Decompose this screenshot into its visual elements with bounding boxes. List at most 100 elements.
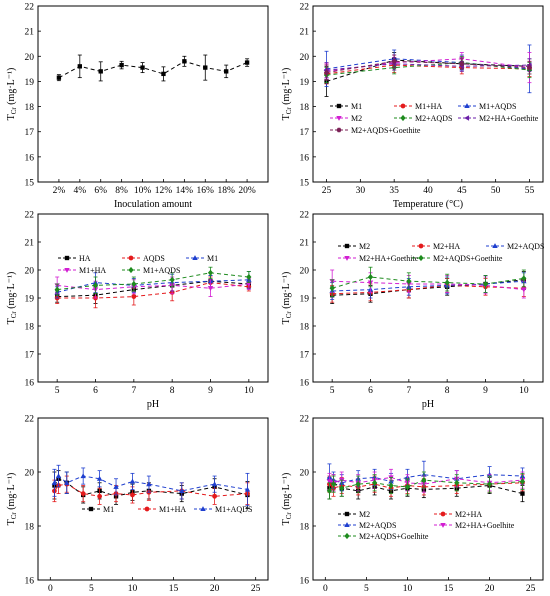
data-point bbox=[169, 276, 175, 283]
legend-marker bbox=[88, 506, 94, 512]
data-point bbox=[406, 278, 412, 285]
y-axis-label: TCr (mg·L⁻¹) bbox=[281, 68, 293, 121]
x-tick-label: 8 bbox=[170, 386, 175, 396]
x-tick-label: 12% bbox=[155, 186, 173, 196]
series-line bbox=[326, 60, 530, 74]
y-tick-label: 20 bbox=[25, 53, 35, 63]
legend-marker bbox=[418, 254, 424, 262]
x-tick-label: 5 bbox=[55, 386, 60, 396]
legend-label: M1 bbox=[207, 254, 218, 263]
y-tick-label: 16 bbox=[25, 379, 35, 389]
data-point bbox=[323, 70, 330, 75]
y-axis-label: TCr (mg·L⁻¹) bbox=[281, 473, 293, 526]
legend-label: M2+AQDS bbox=[359, 521, 396, 530]
y-tick-label: 21 bbox=[25, 28, 35, 38]
data-point bbox=[130, 492, 135, 498]
data-point bbox=[80, 473, 86, 479]
y-tick-label: 20 bbox=[25, 267, 35, 277]
series-line bbox=[332, 280, 524, 291]
x-tick-label: 2% bbox=[53, 186, 66, 196]
legend-marker bbox=[440, 511, 446, 517]
data-point bbox=[454, 479, 460, 486]
series-line bbox=[329, 476, 523, 485]
legend-marker bbox=[418, 243, 424, 249]
series-line bbox=[57, 282, 249, 299]
y-tick-label: 19 bbox=[300, 78, 310, 88]
x-tick-label: 10 bbox=[403, 584, 413, 594]
legend-marker bbox=[344, 522, 350, 528]
legend-marker bbox=[492, 243, 498, 249]
x-tick-label: 8 bbox=[445, 386, 450, 396]
data-point bbox=[92, 282, 99, 289]
data-point bbox=[326, 487, 333, 495]
y-tick-label: 22 bbox=[25, 211, 35, 221]
x-tick-label: 55 bbox=[525, 186, 535, 196]
series-line bbox=[332, 284, 524, 295]
data-point bbox=[246, 273, 252, 281]
y-tick-label: 21 bbox=[300, 28, 310, 38]
data-point bbox=[203, 65, 208, 70]
data-point bbox=[520, 491, 525, 496]
y-tick-label: 20 bbox=[300, 469, 310, 479]
data-point bbox=[113, 484, 119, 489]
x-tick-label: 25 bbox=[251, 584, 261, 594]
legend-label: M2+AQDS+Goethite bbox=[351, 126, 421, 135]
chart-panel-time-left: 161820220510152025Time (h)TCr (mg·L⁻¹)M1… bbox=[6, 415, 269, 594]
data-point bbox=[482, 280, 489, 288]
series-line bbox=[332, 280, 524, 292]
x-tick-label: 40 bbox=[423, 186, 433, 196]
x-axis-label: Inoculation amount bbox=[114, 199, 192, 210]
x-tick-label: 10 bbox=[128, 584, 138, 594]
y-tick-label: 19 bbox=[300, 295, 310, 305]
legend-label: M2+AQDS bbox=[415, 114, 452, 123]
y-tick-label: 18 bbox=[300, 103, 310, 113]
data-point bbox=[339, 485, 345, 492]
legend-label: M1+HA bbox=[159, 505, 186, 514]
data-point bbox=[77, 64, 82, 69]
x-tick-label: 7 bbox=[131, 386, 136, 396]
y-tick-label: 20 bbox=[25, 469, 35, 479]
y-tick-label: 21 bbox=[300, 239, 310, 249]
legend-marker bbox=[440, 522, 446, 528]
x-tick-label: 30 bbox=[356, 186, 366, 196]
x-tick-label: 5 bbox=[330, 386, 335, 396]
y-axis-label: TCr (mg·L⁻¹) bbox=[6, 68, 18, 121]
x-tick-label: 5 bbox=[89, 584, 94, 594]
legend-label: M1+AQDS bbox=[215, 505, 252, 514]
y-tick-label: 17 bbox=[25, 128, 35, 138]
data-point bbox=[207, 286, 214, 292]
legend-marker bbox=[400, 114, 406, 122]
data-point bbox=[388, 482, 394, 489]
x-tick-label: 35 bbox=[389, 186, 399, 196]
series-line bbox=[326, 62, 530, 76]
y-tick-label: 22 bbox=[300, 415, 310, 425]
legend-marker bbox=[192, 255, 198, 261]
y-tick-label: 16 bbox=[300, 153, 310, 163]
legend-label: AQDS bbox=[143, 254, 165, 263]
legend-label: M1+AQDS bbox=[143, 266, 180, 275]
legend-label: M2 bbox=[359, 242, 370, 251]
legend-label: M1+HA bbox=[415, 102, 442, 111]
x-tick-label: 0 bbox=[48, 584, 53, 594]
x-tick-label: 10 bbox=[519, 386, 529, 396]
legend-marker bbox=[336, 115, 342, 121]
chart-panel-ph-left: 16 17 18 19 20 21 22 5 6 7 8 9 10 pH TCr (mg·L⁻¹) HA AQD… bbox=[6, 211, 269, 410]
y-tick-label: 20 bbox=[300, 53, 310, 63]
series-line bbox=[57, 279, 249, 293]
data-point bbox=[244, 60, 250, 65]
legend-marker bbox=[64, 255, 70, 261]
y-tick-label: 16 bbox=[25, 153, 35, 163]
chart-panel-time-right: 161820220510152025Time (h)TCr (mg·L⁻¹)M2… bbox=[281, 415, 544, 594]
y-tick-label: 19 bbox=[25, 78, 35, 88]
legend-label: HA bbox=[79, 254, 91, 263]
data-point bbox=[179, 488, 185, 493]
data-point bbox=[51, 479, 58, 485]
data-point bbox=[140, 65, 145, 70]
x-axis-label: pH bbox=[422, 399, 434, 410]
x-axis-label: Temperature (°C) bbox=[393, 199, 463, 210]
legend-marker bbox=[344, 532, 350, 540]
data-point bbox=[526, 65, 533, 70]
legend-marker bbox=[344, 511, 350, 517]
data-point bbox=[97, 493, 102, 499]
